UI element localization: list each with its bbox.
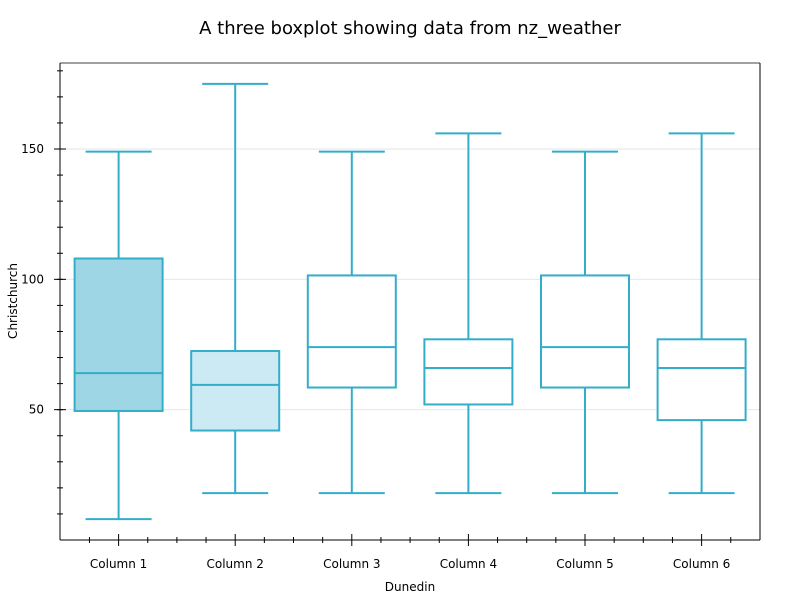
- box-2: [190, 82, 281, 495]
- x-tick-label: Column 3: [323, 557, 380, 571]
- box-body: [656, 338, 747, 422]
- x-tick-label: Column 1: [90, 557, 147, 571]
- box-body: [540, 274, 630, 389]
- x-tick-label: Column 4: [440, 557, 497, 571]
- box-body: [73, 257, 164, 412]
- axes: 50 100 150 Column 1 Column 2 Column 3 Column 4…: [21, 62, 761, 571]
- box-series: [73, 82, 747, 521]
- box-6: [656, 132, 747, 495]
- grid-lines: [60, 148, 760, 411]
- x-axis-label: Dunedin: [385, 580, 435, 594]
- y-tick-label: 150: [21, 142, 44, 156]
- chart-title: A three boxplot showing data from nz_wea…: [199, 18, 621, 39]
- box-3: [306, 150, 397, 495]
- box-body: [306, 274, 397, 389]
- y-axis-label: Christchurch: [6, 263, 20, 339]
- plot-area: 50 100 150 Column 1 Column 2 Column 3 Column 4…: [21, 62, 761, 571]
- box-1: [73, 150, 164, 521]
- y-tick-label: 100: [21, 272, 44, 286]
- box-4: [423, 132, 514, 495]
- x-tick-label: Column 2: [206, 557, 263, 571]
- x-tick-label: Column 6: [673, 557, 730, 571]
- plot-background: [60, 63, 760, 540]
- x-tick-label: Column 5: [556, 557, 613, 571]
- box-body: [190, 350, 281, 432]
- box-body: [423, 338, 514, 406]
- y-tick-label: 50: [29, 403, 44, 417]
- box-5: [540, 150, 630, 495]
